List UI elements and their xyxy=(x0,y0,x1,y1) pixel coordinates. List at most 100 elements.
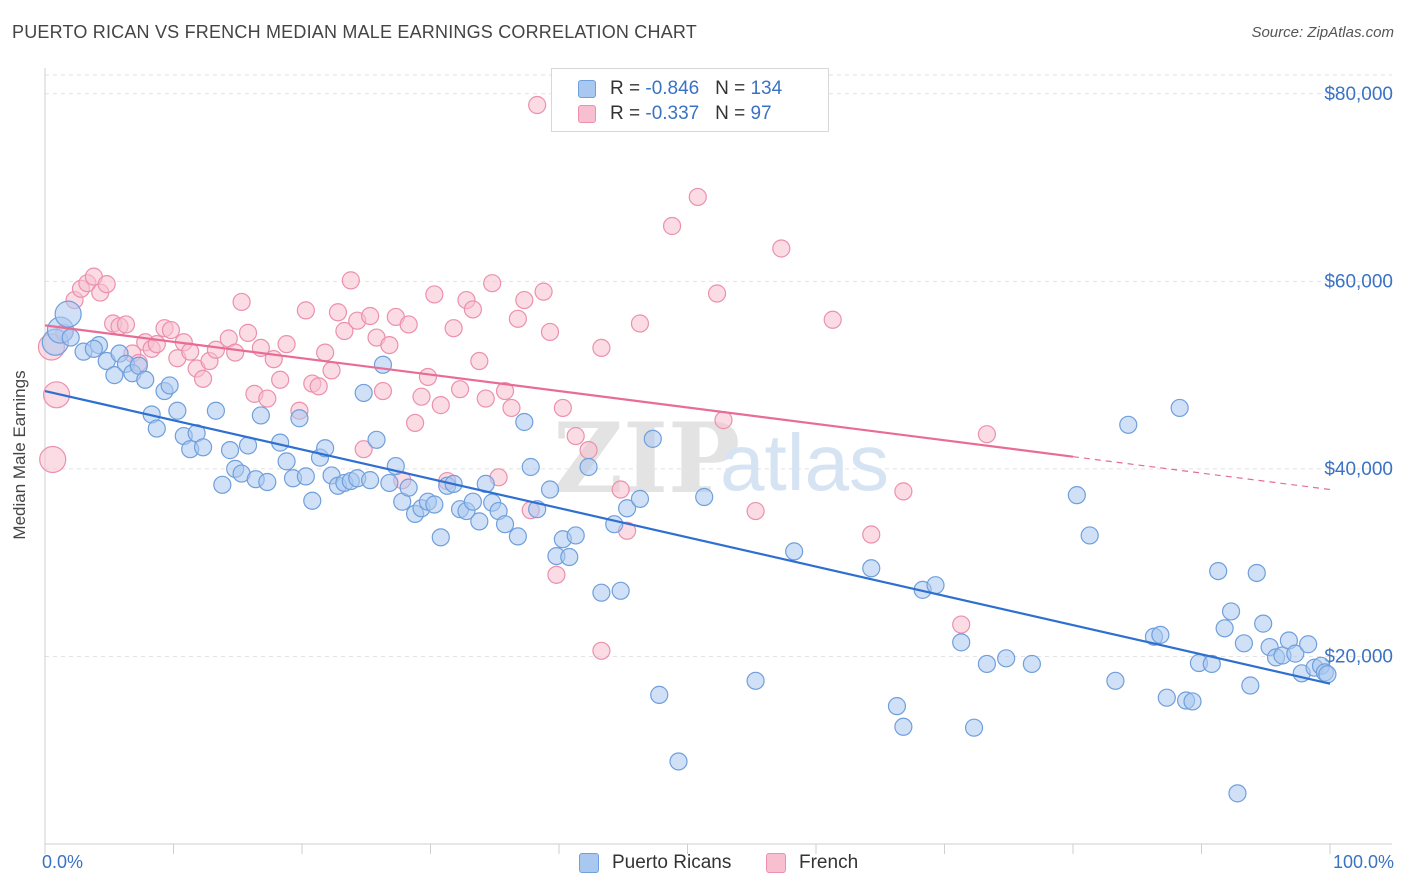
french-point xyxy=(495,381,515,401)
french-point xyxy=(405,413,425,433)
puerto-rican-point xyxy=(1202,654,1221,674)
puerto-rican-point xyxy=(1318,665,1337,684)
french-point xyxy=(354,440,373,459)
puerto-rican-point xyxy=(894,717,913,736)
y-axis-label: Median Male Earnings xyxy=(10,370,29,540)
french-point xyxy=(373,381,393,401)
french-point xyxy=(540,322,560,342)
french-point xyxy=(772,239,791,258)
puerto-rican-point xyxy=(105,365,124,385)
puerto-rican-point xyxy=(1183,692,1202,711)
french-point xyxy=(39,445,67,474)
puerto-rican-point xyxy=(964,718,984,737)
french-point xyxy=(97,275,116,294)
french-trend-line xyxy=(44,324,1074,458)
puerto-rican-point xyxy=(1299,635,1318,654)
puerto-rican-point xyxy=(220,441,240,460)
puerto-rican-point xyxy=(470,512,489,531)
puerto-rican-point xyxy=(160,376,179,395)
legend-swatch-pink xyxy=(578,105,596,123)
french-trend-line-extension xyxy=(1072,456,1331,491)
puerto-rican-point xyxy=(669,752,688,771)
legend-swatch-pink xyxy=(766,853,786,873)
puerto-rican-point xyxy=(1067,486,1086,505)
french-point xyxy=(823,310,842,329)
french-point xyxy=(309,377,328,396)
puerto-rican-point xyxy=(521,457,540,477)
puerto-rican-point xyxy=(213,475,232,494)
puerto-rican-point xyxy=(193,438,213,457)
puerto-rican-point xyxy=(1221,602,1241,621)
puerto-rican-point xyxy=(540,480,560,499)
puerto-rican-point xyxy=(367,430,386,449)
puerto-rican-point xyxy=(425,495,444,514)
legend-n-value: 134 xyxy=(750,78,783,99)
puerto-rican-point xyxy=(1022,654,1041,674)
puerto-rican-point xyxy=(1209,561,1228,581)
puerto-rican-point xyxy=(354,383,373,403)
puerto-rican-point xyxy=(579,457,598,477)
french-point xyxy=(566,426,585,446)
puerto-rican-point xyxy=(1157,688,1176,707)
puerto-rican-point xyxy=(977,654,997,674)
x-tick-label-min: 0.0% xyxy=(42,852,84,872)
french-point xyxy=(952,615,971,634)
puerto-rican-point xyxy=(206,401,226,420)
french-point xyxy=(116,315,136,334)
puerto-rican-point xyxy=(952,633,971,652)
puerto-rican-point xyxy=(862,559,881,578)
puerto-rican-point xyxy=(1215,619,1234,638)
puerto-rican-point xyxy=(618,499,637,518)
y-tick-label: $40,000 xyxy=(1324,459,1393,480)
french-point xyxy=(226,343,245,362)
puerto-rican-point xyxy=(1170,398,1189,418)
french-point xyxy=(534,282,553,301)
puerto-rican-points xyxy=(41,300,1337,803)
puerto-rican-point xyxy=(1241,676,1260,695)
french-point xyxy=(361,306,380,326)
french-point xyxy=(592,338,611,358)
puerto-rican-point xyxy=(630,489,650,508)
french-point xyxy=(688,187,707,207)
puerto-rican-point xyxy=(643,429,662,448)
french-point xyxy=(322,361,341,380)
legend-stats: R = -0.846 N = 134 R = -0.337 N = 97 xyxy=(551,68,829,132)
french-point xyxy=(592,641,611,660)
puerto-rican-point xyxy=(566,526,585,545)
french-point xyxy=(444,319,463,338)
puerto-rican-point xyxy=(258,472,277,492)
french-point xyxy=(508,309,527,328)
puerto-rican-point xyxy=(746,671,765,690)
puerto-rican-point xyxy=(560,547,579,567)
x-tick-label-max: 100.0% xyxy=(1332,852,1394,872)
puerto-rican-point xyxy=(361,471,380,490)
legend-r-label: R = xyxy=(610,78,646,99)
french-point xyxy=(547,565,566,584)
puerto-rican-point xyxy=(508,527,527,546)
puerto-rican-point xyxy=(1119,415,1138,434)
legend-label: Puerto Ricans xyxy=(612,852,732,873)
french-point xyxy=(579,441,598,460)
french-point xyxy=(206,340,226,359)
french-point xyxy=(193,369,213,388)
french-point xyxy=(238,323,258,342)
puerto-rican-point xyxy=(1106,671,1125,690)
legend-label: French xyxy=(799,852,859,873)
puerto-rican-point xyxy=(997,649,1016,668)
french-point xyxy=(502,398,521,418)
legend-n-label: N = xyxy=(715,103,751,124)
french-point xyxy=(418,367,438,387)
puerto-rican-point xyxy=(84,339,103,358)
puerto-rican-point xyxy=(611,581,630,600)
legend-swatch-blue xyxy=(579,853,599,873)
puerto-rican-point xyxy=(1247,563,1266,583)
puerto-rican-point xyxy=(650,685,669,704)
legend-r-label: R = xyxy=(610,103,646,124)
french-point xyxy=(380,335,399,355)
puerto-rican-point xyxy=(277,452,296,471)
legend-swatch-blue xyxy=(578,80,596,98)
puerto-rican-point xyxy=(1234,634,1254,653)
french-point xyxy=(258,389,277,408)
french-point xyxy=(630,314,650,333)
french-point xyxy=(862,525,881,544)
